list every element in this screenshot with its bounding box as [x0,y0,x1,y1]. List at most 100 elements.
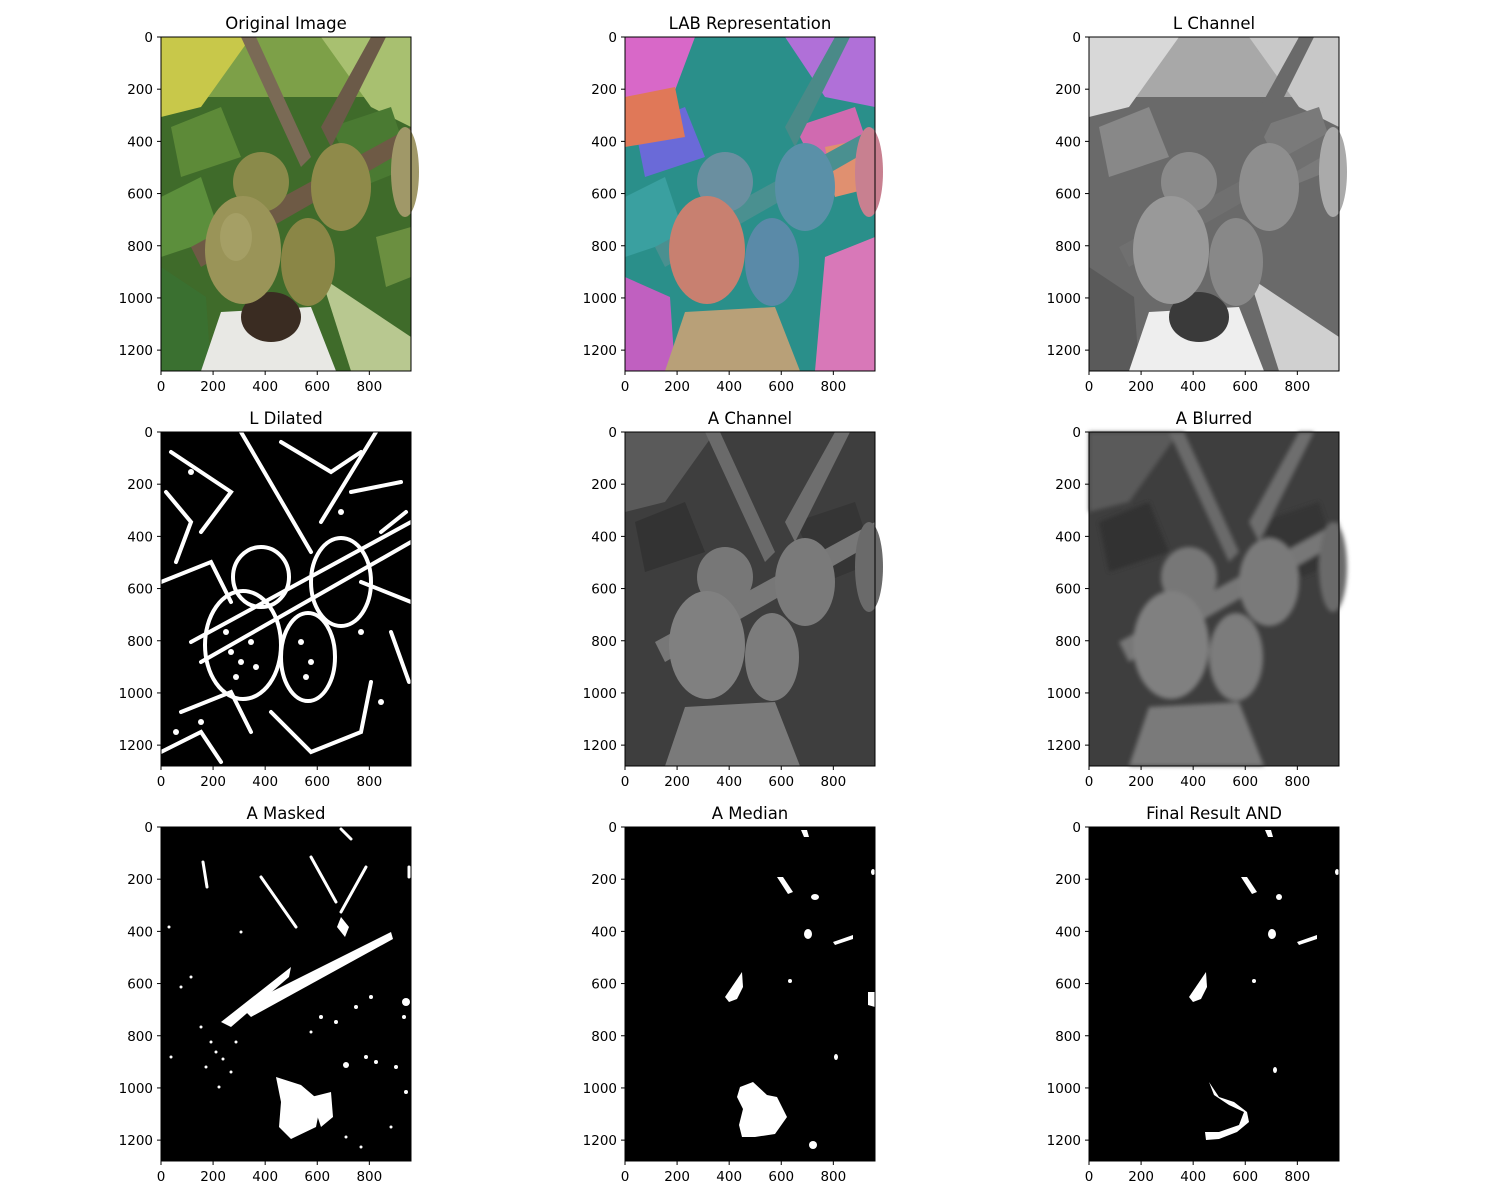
x-tick-label: 200 [664,774,690,790]
x-tick-label: 800 [820,379,846,395]
axes-frame [1088,826,1340,1162]
x-tick-label: 800 [356,379,382,395]
y-tick-label: 0 [144,30,153,46]
y-tick-label: 0 [608,425,617,441]
panel-title: A Median [712,804,789,823]
y-tick-label: 800 [591,239,617,255]
x-tick-label: 200 [664,1169,690,1185]
y-tick-label: 200 [127,82,153,98]
x-tick-label: 400 [252,379,278,395]
x-tick-label: 400 [1180,379,1206,395]
x-tick-label: 0 [621,379,630,395]
y-tick-label: 1200 [583,343,617,359]
panel-title: L Channel [1173,14,1255,33]
a-channel-image [625,432,883,766]
y-tick-label: 600 [127,582,153,598]
axes-frame [160,826,412,1162]
x-tick-label: 0 [621,774,630,790]
panel-a-blurred: A Blurred [1089,409,1347,766]
y-tick-label: 800 [127,634,153,650]
y-tick-label: 1200 [1047,1133,1081,1149]
panel-a-median: A Median [625,804,875,1161]
x-tick-label: 0 [157,379,166,395]
x-tick-label: 600 [304,379,330,395]
x-tick-label: 400 [716,774,742,790]
x-tick-label: 600 [1232,774,1258,790]
panel-title: Original Image [225,14,347,33]
x-tick-label: 400 [1180,774,1206,790]
y-tick-label: 1200 [583,738,617,754]
y-tick-label: 1000 [1047,1081,1081,1097]
y-tick-label: 200 [1055,872,1081,888]
y-tick-label: 0 [1072,425,1081,441]
y-tick-label: 600 [591,582,617,598]
axes-frame [160,431,412,767]
x-tick-label: 800 [356,774,382,790]
y-tick-label: 0 [1072,820,1081,836]
axes-frame [624,431,876,767]
panel-lab-representation: LAB Representation [625,14,883,371]
x-tick-label: 200 [1128,379,1154,395]
y-tick-label: 400 [127,924,153,940]
x-tick-label: 800 [1284,774,1310,790]
x-tick-label: 0 [157,774,166,790]
panel-title: A Masked [246,804,325,823]
panel-title: A Blurred [1176,409,1252,428]
y-tick-label: 1000 [119,1081,153,1097]
x-tick-label: 600 [768,774,794,790]
y-tick-label: 1000 [583,686,617,702]
x-tick-label: 800 [820,1169,846,1185]
original-image [161,37,419,371]
axes: 0 200 400 600 800 0 200 400 600 800 1000 1200 [583,820,876,1185]
panel-a-channel: A Channel [625,409,883,766]
x-tick-label: 800 [356,1169,382,1185]
y-tick-label: 0 [1072,30,1081,46]
x-tick-label: 600 [1232,379,1258,395]
lab-image [625,37,883,371]
axes: 0 200 400 600 800 0 200 400 600 800 1000 1200 [1047,30,1340,395]
x-tick-label: 0 [1085,379,1094,395]
y-tick-label: 1000 [1047,686,1081,702]
axes-layer: 0 200 400 600 800 0 200 400 600 800 1000 1200 0 200 40… [119,30,1340,1185]
y-tick-label: 1000 [119,291,153,307]
y-tick-label: 200 [1055,82,1081,98]
axes-frame [1088,431,1340,767]
y-tick-label: 600 [591,187,617,203]
panel-original-image: Original Image [161,14,419,371]
x-tick-label: 400 [252,774,278,790]
axes: 0 200 400 600 800 0 200 400 600 800 1000 1200 [119,425,412,790]
x-tick-label: 600 [1232,1169,1258,1185]
axes: 0 200 400 600 800 0 200 400 600 800 1000 1200 [1047,425,1340,790]
y-tick-label: 800 [127,1029,153,1045]
x-tick-label: 200 [1128,774,1154,790]
axes: 0 200 400 600 800 0 200 400 600 800 1000 1200 [119,30,412,395]
axes: 0 200 400 600 800 0 200 400 600 800 1000 1200 [119,820,412,1185]
a-median-image [625,827,875,1161]
l-channel-image [1089,37,1347,371]
x-tick-label: 600 [304,774,330,790]
y-tick-label: 400 [1055,924,1081,940]
x-tick-label: 0 [157,1169,166,1185]
x-tick-label: 800 [1284,379,1310,395]
axes-frame [160,36,412,372]
axes: 0 200 400 600 800 0 200 400 600 800 1000 1200 [583,30,876,395]
y-tick-label: 1200 [1047,343,1081,359]
x-tick-label: 200 [1128,1169,1154,1185]
y-tick-label: 200 [591,477,617,493]
x-tick-label: 200 [200,774,226,790]
panel-l-channel: L Channel [1089,14,1347,371]
x-tick-label: 0 [621,1169,630,1185]
panel-title: Final Result AND [1146,804,1282,823]
y-tick-label: 800 [591,1029,617,1045]
y-tick-label: 400 [591,529,617,545]
y-tick-label: 800 [1055,239,1081,255]
y-tick-label: 400 [127,529,153,545]
y-tick-label: 0 [144,820,153,836]
y-tick-label: 200 [1055,477,1081,493]
y-tick-label: 1200 [119,738,153,754]
x-tick-label: 200 [664,379,690,395]
y-tick-label: 400 [1055,529,1081,545]
x-tick-label: 0 [1085,1169,1094,1185]
panel-a-masked: A Masked [161,804,411,1161]
panel-final-result-and: Final Result AND [1089,804,1339,1161]
